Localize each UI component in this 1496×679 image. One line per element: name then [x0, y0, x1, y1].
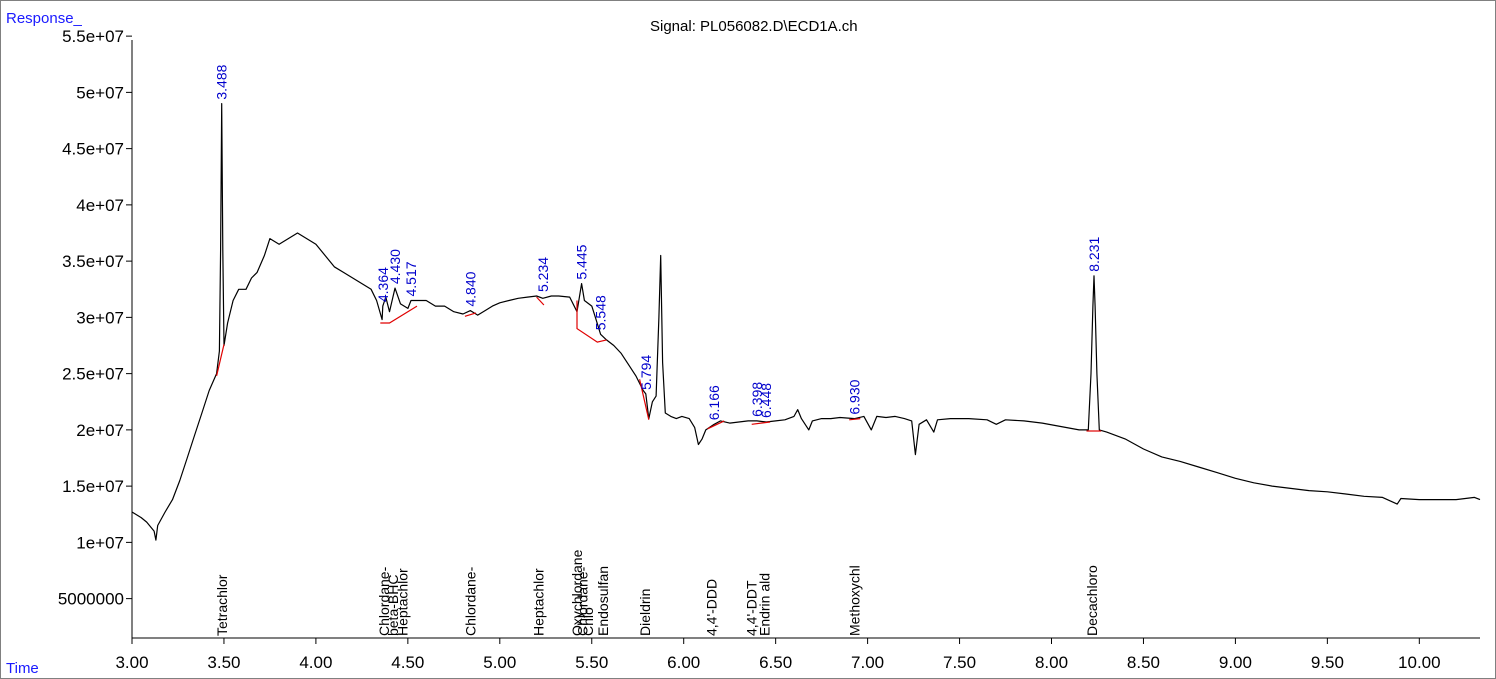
- compound-label: Heptachlor: [394, 568, 410, 636]
- peak-label: 5.234: [535, 257, 551, 292]
- x-tick-label: 7.50: [943, 653, 976, 672]
- x-tick-label: 8.50: [1127, 653, 1160, 672]
- compound-label: 4,4'-DDD: [703, 579, 719, 636]
- compound-label: Oxychlordane: [569, 549, 585, 636]
- integration-baseline: [639, 379, 650, 420]
- x-tick-label: 6.50: [759, 653, 792, 672]
- compound-label: Endrin ald: [757, 573, 773, 636]
- x-tick-label: 10.00: [1398, 653, 1441, 672]
- peak-label: 3.488: [214, 64, 230, 99]
- compound-label: Heptachlor: [530, 568, 546, 636]
- compound-label: Chlordane-: [575, 566, 591, 636]
- x-tick-label: 3.50: [207, 653, 240, 672]
- y-tick-label: 5e+07: [76, 83, 124, 102]
- y-axis-label: Response_: [6, 10, 82, 27]
- peak-label: 5.548: [593, 295, 609, 330]
- compound-label: Chlordane-: [376, 566, 392, 636]
- compound-label: Chlordane-: [462, 566, 478, 636]
- peak-label: 4.364: [375, 267, 391, 302]
- x-tick-label: 6.00: [667, 653, 700, 672]
- peak-label: 5.445: [574, 244, 590, 279]
- integration-baseline: [216, 344, 225, 377]
- integration-baseline: [849, 418, 861, 421]
- peak-label: 4.430: [387, 249, 403, 284]
- y-tick-label: 2e+07: [76, 421, 124, 440]
- peak-label: 6.448: [758, 383, 774, 418]
- compound-label: Methoxychl: [847, 565, 863, 636]
- x-tick-label: 7.00: [851, 653, 884, 672]
- compound-label: Tetrachlor: [214, 574, 230, 636]
- peak-label: 6.166: [706, 385, 722, 420]
- x-tick-label: 8.00: [1035, 653, 1068, 672]
- x-axis-label: Time: [6, 660, 39, 677]
- y-tick-label: 4.5e+07: [62, 140, 124, 159]
- integration-baseline: [576, 300, 607, 343]
- y-tick-label: 1.5e+07: [62, 477, 124, 496]
- compound-label: 4,4'-DDT: [744, 580, 760, 636]
- integration-baseline: [380, 305, 418, 324]
- chart-title: Signal: PL056082.D\ECD1A.ch: [650, 18, 858, 35]
- y-tick-label: 1e+07: [76, 533, 124, 552]
- compound-label: Decachloro: [1084, 565, 1100, 636]
- peak-label: 4.840: [462, 271, 478, 306]
- y-tick-label: 3e+07: [76, 308, 124, 327]
- peak-label: 6.930: [847, 379, 863, 414]
- integration-baseline: [536, 296, 545, 306]
- x-tick-label: 9.50: [1311, 653, 1344, 672]
- y-tick-label: 5000000: [58, 590, 124, 609]
- peak-label: 8.231: [1086, 237, 1102, 272]
- peak-label: 4.517: [403, 261, 419, 296]
- compound-label: Endosulfan: [595, 566, 611, 636]
- y-tick-label: 4e+07: [76, 196, 124, 215]
- compound-label: Chlo: [580, 607, 596, 636]
- integration-baseline: [464, 312, 477, 317]
- x-tick-label: 4.00: [299, 653, 332, 672]
- integration-baseline: [707, 420, 725, 430]
- peak-label: 6.398: [749, 382, 765, 417]
- x-tick-label: 5.50: [575, 653, 608, 672]
- y-tick-label: 3.5e+07: [62, 252, 124, 271]
- y-tick-label: 5.5e+07: [62, 27, 124, 46]
- signal-trace: [131, 103, 1481, 541]
- x-tick-label: 9.00: [1219, 653, 1252, 672]
- peak-label: 5.794: [638, 355, 654, 390]
- x-tick-label: 5.00: [483, 653, 516, 672]
- y-tick-label: 2.5e+07: [62, 365, 124, 384]
- compound-label: beta-BHC: [385, 575, 401, 636]
- x-tick-label: 3.00: [115, 653, 148, 672]
- integration-baseline: [751, 421, 771, 425]
- x-tick-label: 4.50: [391, 653, 424, 672]
- compound-label: Dieldrin: [637, 589, 653, 636]
